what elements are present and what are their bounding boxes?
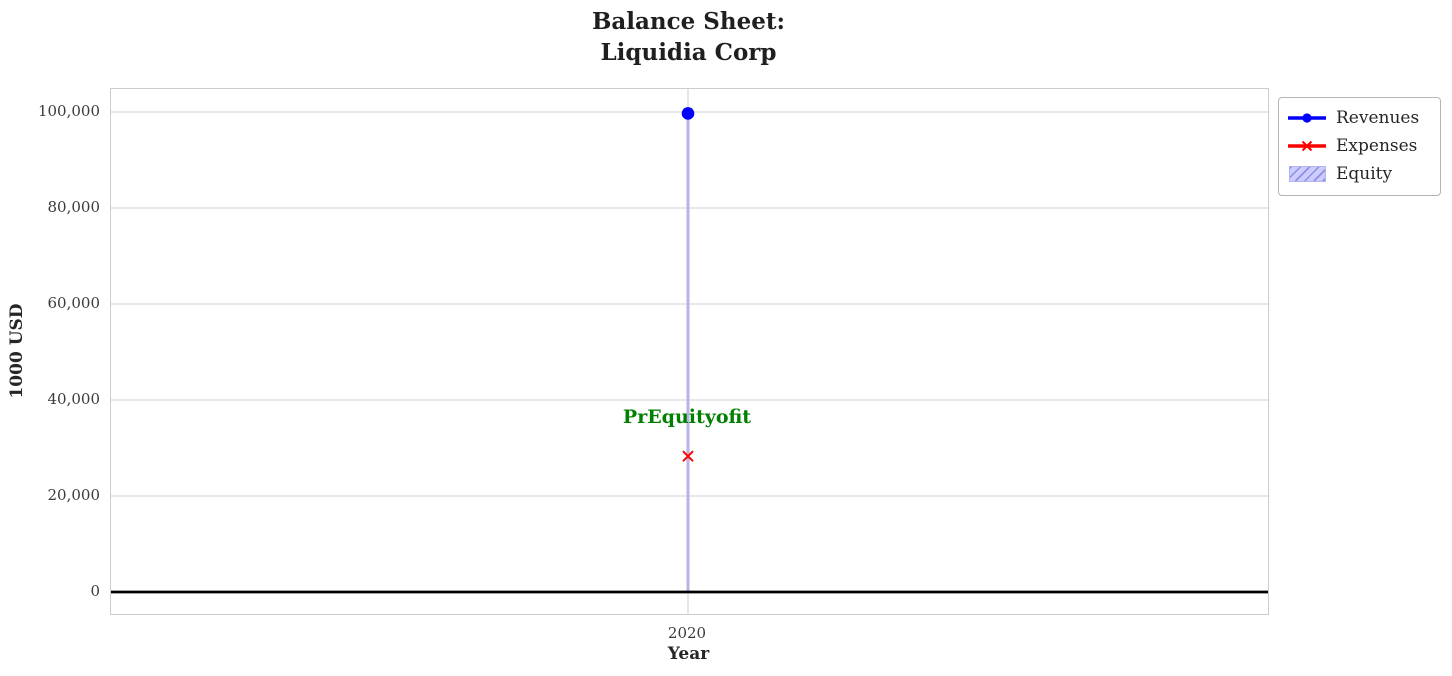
plot-canvas bbox=[111, 89, 1268, 614]
equity-hatch-patch-icon bbox=[1287, 165, 1327, 183]
legend-label-expenses: Expenses bbox=[1336, 136, 1418, 156]
y-tick-label: 80,000 bbox=[47, 198, 101, 216]
chart-title: Balance Sheet: Liquidia Corp bbox=[591, 8, 786, 66]
y-tick-label: 100,000 bbox=[37, 102, 100, 120]
revenues-line-dot-icon bbox=[1287, 109, 1327, 127]
y-tick-label: 20,000 bbox=[47, 486, 101, 504]
legend-item-revenues: Revenues bbox=[1279, 104, 1440, 132]
y-tick-label: 0 bbox=[90, 582, 100, 600]
equity-bar bbox=[686, 114, 690, 593]
legend-item-expenses: Expenses bbox=[1279, 132, 1440, 160]
expenses-x-marker bbox=[682, 450, 694, 462]
expenses-line-x-icon bbox=[1287, 137, 1327, 155]
y-tick-label: 40,000 bbox=[47, 390, 101, 408]
x-tick-label: 2020 bbox=[667, 624, 707, 642]
y-tick-label: 60,000 bbox=[47, 294, 101, 312]
legend-label-equity: Equity bbox=[1336, 164, 1393, 184]
revenues-point bbox=[681, 107, 695, 120]
plot-area bbox=[110, 88, 1269, 615]
legend-item-equity: Equity bbox=[1279, 160, 1440, 188]
line-dot-swatch bbox=[1288, 113, 1326, 123]
annotation-text: PrEquityofit bbox=[622, 406, 752, 428]
x-axis-label: Year bbox=[667, 644, 710, 664]
hatch-swatch bbox=[1288, 166, 1326, 182]
y-axis-label: 1000 USD bbox=[7, 303, 27, 399]
legend: Revenues Expenses Equity bbox=[1278, 97, 1441, 196]
legend-label-revenues: Revenues bbox=[1336, 108, 1420, 128]
line-x-swatch bbox=[1288, 140, 1326, 152]
